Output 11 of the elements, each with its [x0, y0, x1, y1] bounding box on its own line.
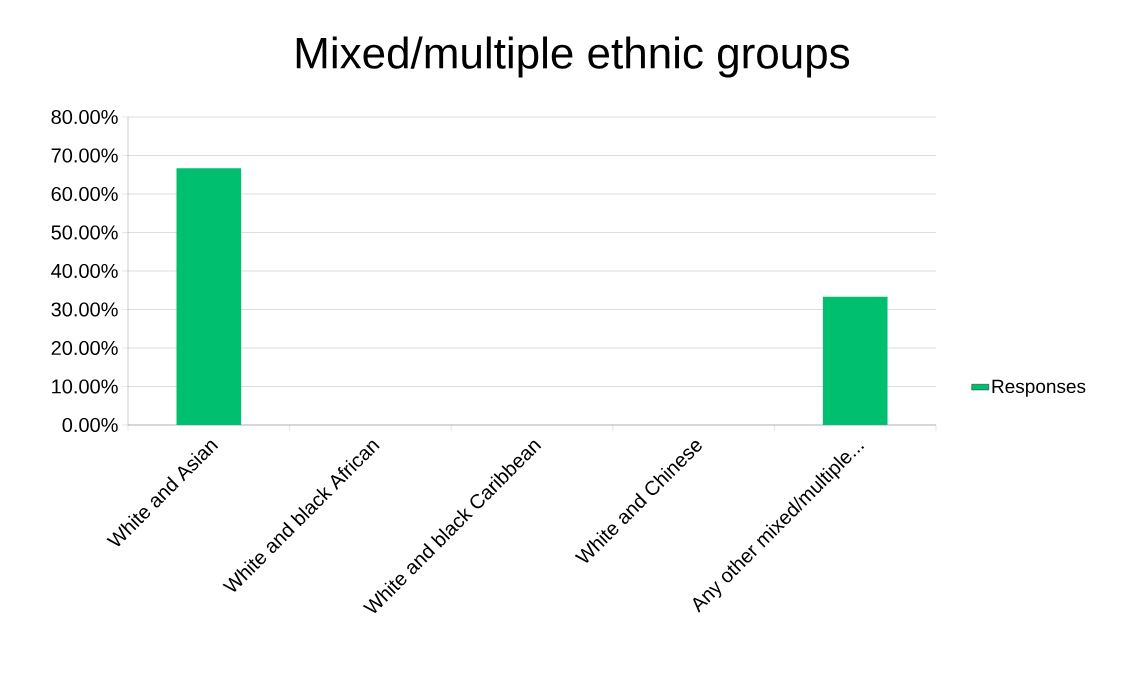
chart-title: Mixed/multiple ethnic groups: [296, 36, 850, 78]
y-tick-label: 40.00%: [51, 263, 118, 279]
y-tick-label: 70.00%: [51, 148, 118, 163]
y-tick-label: 0.00%: [62, 417, 118, 433]
y-tick-label: 60.00%: [51, 186, 118, 202]
y-tick-label: 50.00%: [51, 225, 118, 240]
y-tick-label: 20.00%: [51, 340, 118, 356]
y-tick-label: 10.00%: [52, 379, 118, 394]
y-tick-label: 30.00%: [51, 302, 118, 317]
legend-label: Responses: [992, 379, 1086, 397]
y-tick-label: 80.00%: [51, 109, 118, 125]
